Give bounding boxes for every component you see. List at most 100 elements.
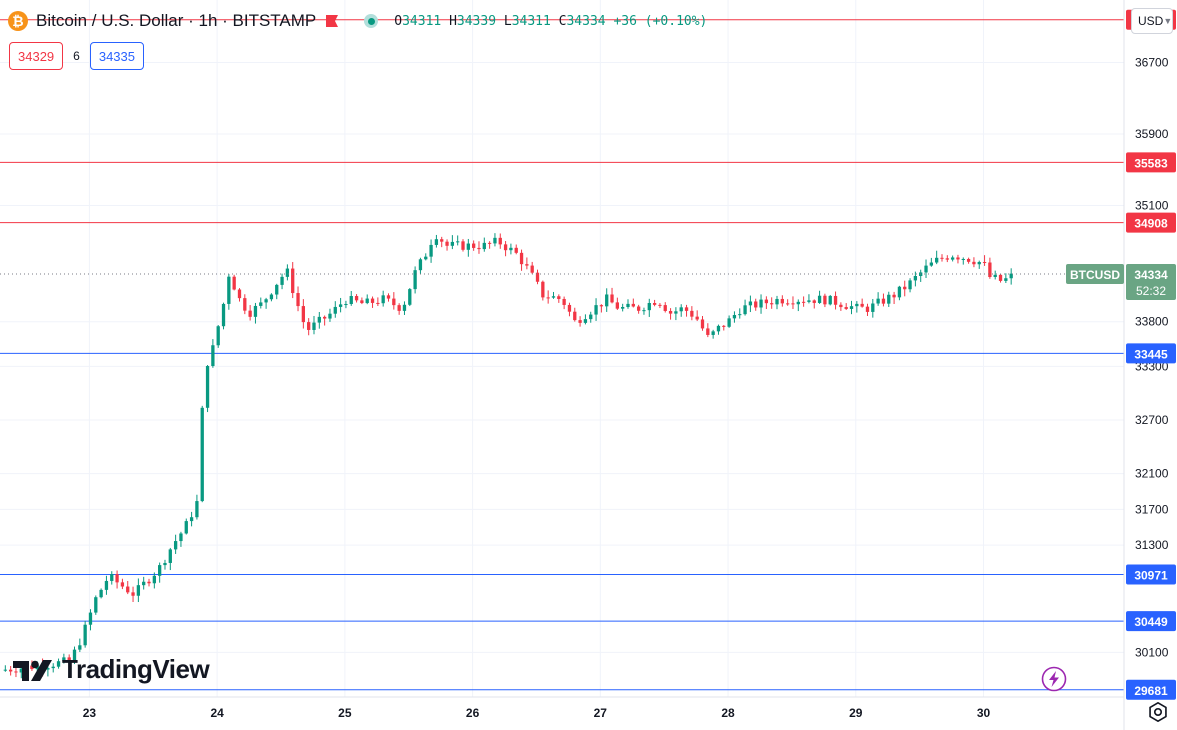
candle-body [456, 241, 460, 243]
candle-body [477, 247, 481, 250]
lightning-icon[interactable] [1041, 666, 1067, 692]
close-value: 34334 [566, 13, 606, 29]
candle-body [812, 300, 816, 303]
chevron-down-icon: ▼ [1163, 16, 1173, 26]
candle-body [189, 517, 194, 522]
time-tick-label: 29 [849, 706, 863, 720]
candle-body [684, 307, 689, 311]
spread-value: 6 [73, 49, 80, 63]
candle-body [1009, 273, 1013, 279]
candle-body [349, 296, 353, 305]
candle-body [892, 294, 896, 298]
candle-body [168, 549, 172, 563]
candle-body [929, 262, 933, 266]
candle-body [216, 326, 220, 346]
candle-body [253, 305, 258, 317]
level-label: 29681 [1134, 684, 1168, 698]
trade-buttons: 34329 6 34335 [9, 42, 144, 70]
candle-body [791, 303, 795, 305]
candle-body [402, 304, 407, 311]
candle-body [509, 247, 513, 251]
price-tick-label: 32700 [1135, 413, 1169, 427]
candle-body [248, 310, 252, 317]
candle-body [754, 301, 758, 308]
candle-body [722, 325, 726, 327]
candle-body [626, 303, 630, 308]
candle-body [950, 257, 955, 260]
candle-body [775, 298, 779, 305]
candle-body [966, 258, 971, 262]
low-value: 34311 [511, 13, 551, 29]
candle-body [312, 322, 316, 330]
tradingview-logo[interactable]: TradingView [12, 654, 210, 685]
level-label: 33445 [1134, 347, 1168, 361]
candle-body [365, 298, 369, 304]
candle-body [35, 665, 39, 670]
symbol-title[interactable]: Bitcoin / U.S. Dollar · 1h · BITSTAMP [36, 11, 317, 30]
candle-body [716, 325, 721, 332]
candle-body [94, 597, 98, 613]
candle-body [663, 305, 667, 311]
level-label: 30971 [1134, 568, 1168, 582]
time-axis[interactable]: 23 24 25 26 27 28 29 30 [83, 706, 991, 720]
candle-body [801, 301, 806, 303]
candle-body [541, 281, 545, 298]
candle-body [567, 304, 572, 312]
last-price-bg [1126, 263, 1176, 300]
time-tick-label: 23 [83, 706, 97, 720]
candle-body [913, 276, 918, 281]
candle-body [301, 306, 306, 323]
level-label-bg [1126, 564, 1176, 585]
price-axis[interactable]: 3670035900351003380033300327003210031700… [1135, 56, 1169, 660]
candle-body [844, 307, 848, 309]
candle-body [147, 581, 151, 584]
candle-body [466, 243, 470, 250]
ticker-label: BTCUSD [1070, 268, 1120, 282]
candle-body [711, 331, 715, 335]
currency-select[interactable]: USD ▼ [1131, 8, 1173, 34]
candle-body [307, 322, 311, 330]
candle-body [982, 262, 987, 264]
candle-body [759, 299, 763, 308]
candle-body [988, 262, 992, 278]
candle-body [998, 274, 1003, 281]
price-tick-label: 31700 [1135, 502, 1169, 516]
candle-body [142, 581, 146, 586]
candle-body [487, 242, 492, 244]
candle-body [770, 303, 774, 305]
candle-body [317, 316, 321, 323]
flag-icon[interactable] [324, 14, 340, 28]
candle-body [897, 286, 902, 298]
price-tick-label: 33800 [1135, 315, 1169, 329]
candle-body [418, 259, 423, 271]
candle-body [935, 257, 939, 263]
sell-button[interactable]: 34329 [9, 42, 64, 70]
candle-body [221, 303, 226, 327]
candle-body [530, 265, 534, 273]
candle-body [594, 305, 598, 315]
gear-icon[interactable] [1147, 701, 1169, 723]
candle-body [131, 592, 135, 596]
candle-body [599, 305, 604, 307]
candle-body [493, 237, 497, 244]
price-tick-label: 30100 [1135, 645, 1169, 659]
candle-body [392, 298, 396, 306]
candle-body [695, 316, 699, 320]
candle-body [514, 247, 518, 253]
currency-label: USD [1138, 14, 1164, 28]
candle-body [940, 257, 944, 259]
market-status-icon[interactable] [364, 14, 379, 28]
candle-body [993, 274, 997, 278]
buy-button[interactable]: 34335 [89, 42, 144, 70]
level-labels: 37179355833490833445309713044929681 [1126, 9, 1176, 700]
candle-body [19, 668, 23, 673]
price-tick-label: 32100 [1135, 467, 1169, 481]
candle-body [589, 314, 593, 320]
candle-body [562, 298, 566, 305]
time-tick-label: 28 [721, 706, 735, 720]
candle-body [668, 310, 673, 314]
candle-body [136, 585, 141, 596]
candle-body [338, 304, 343, 307]
candle-body [503, 244, 508, 251]
